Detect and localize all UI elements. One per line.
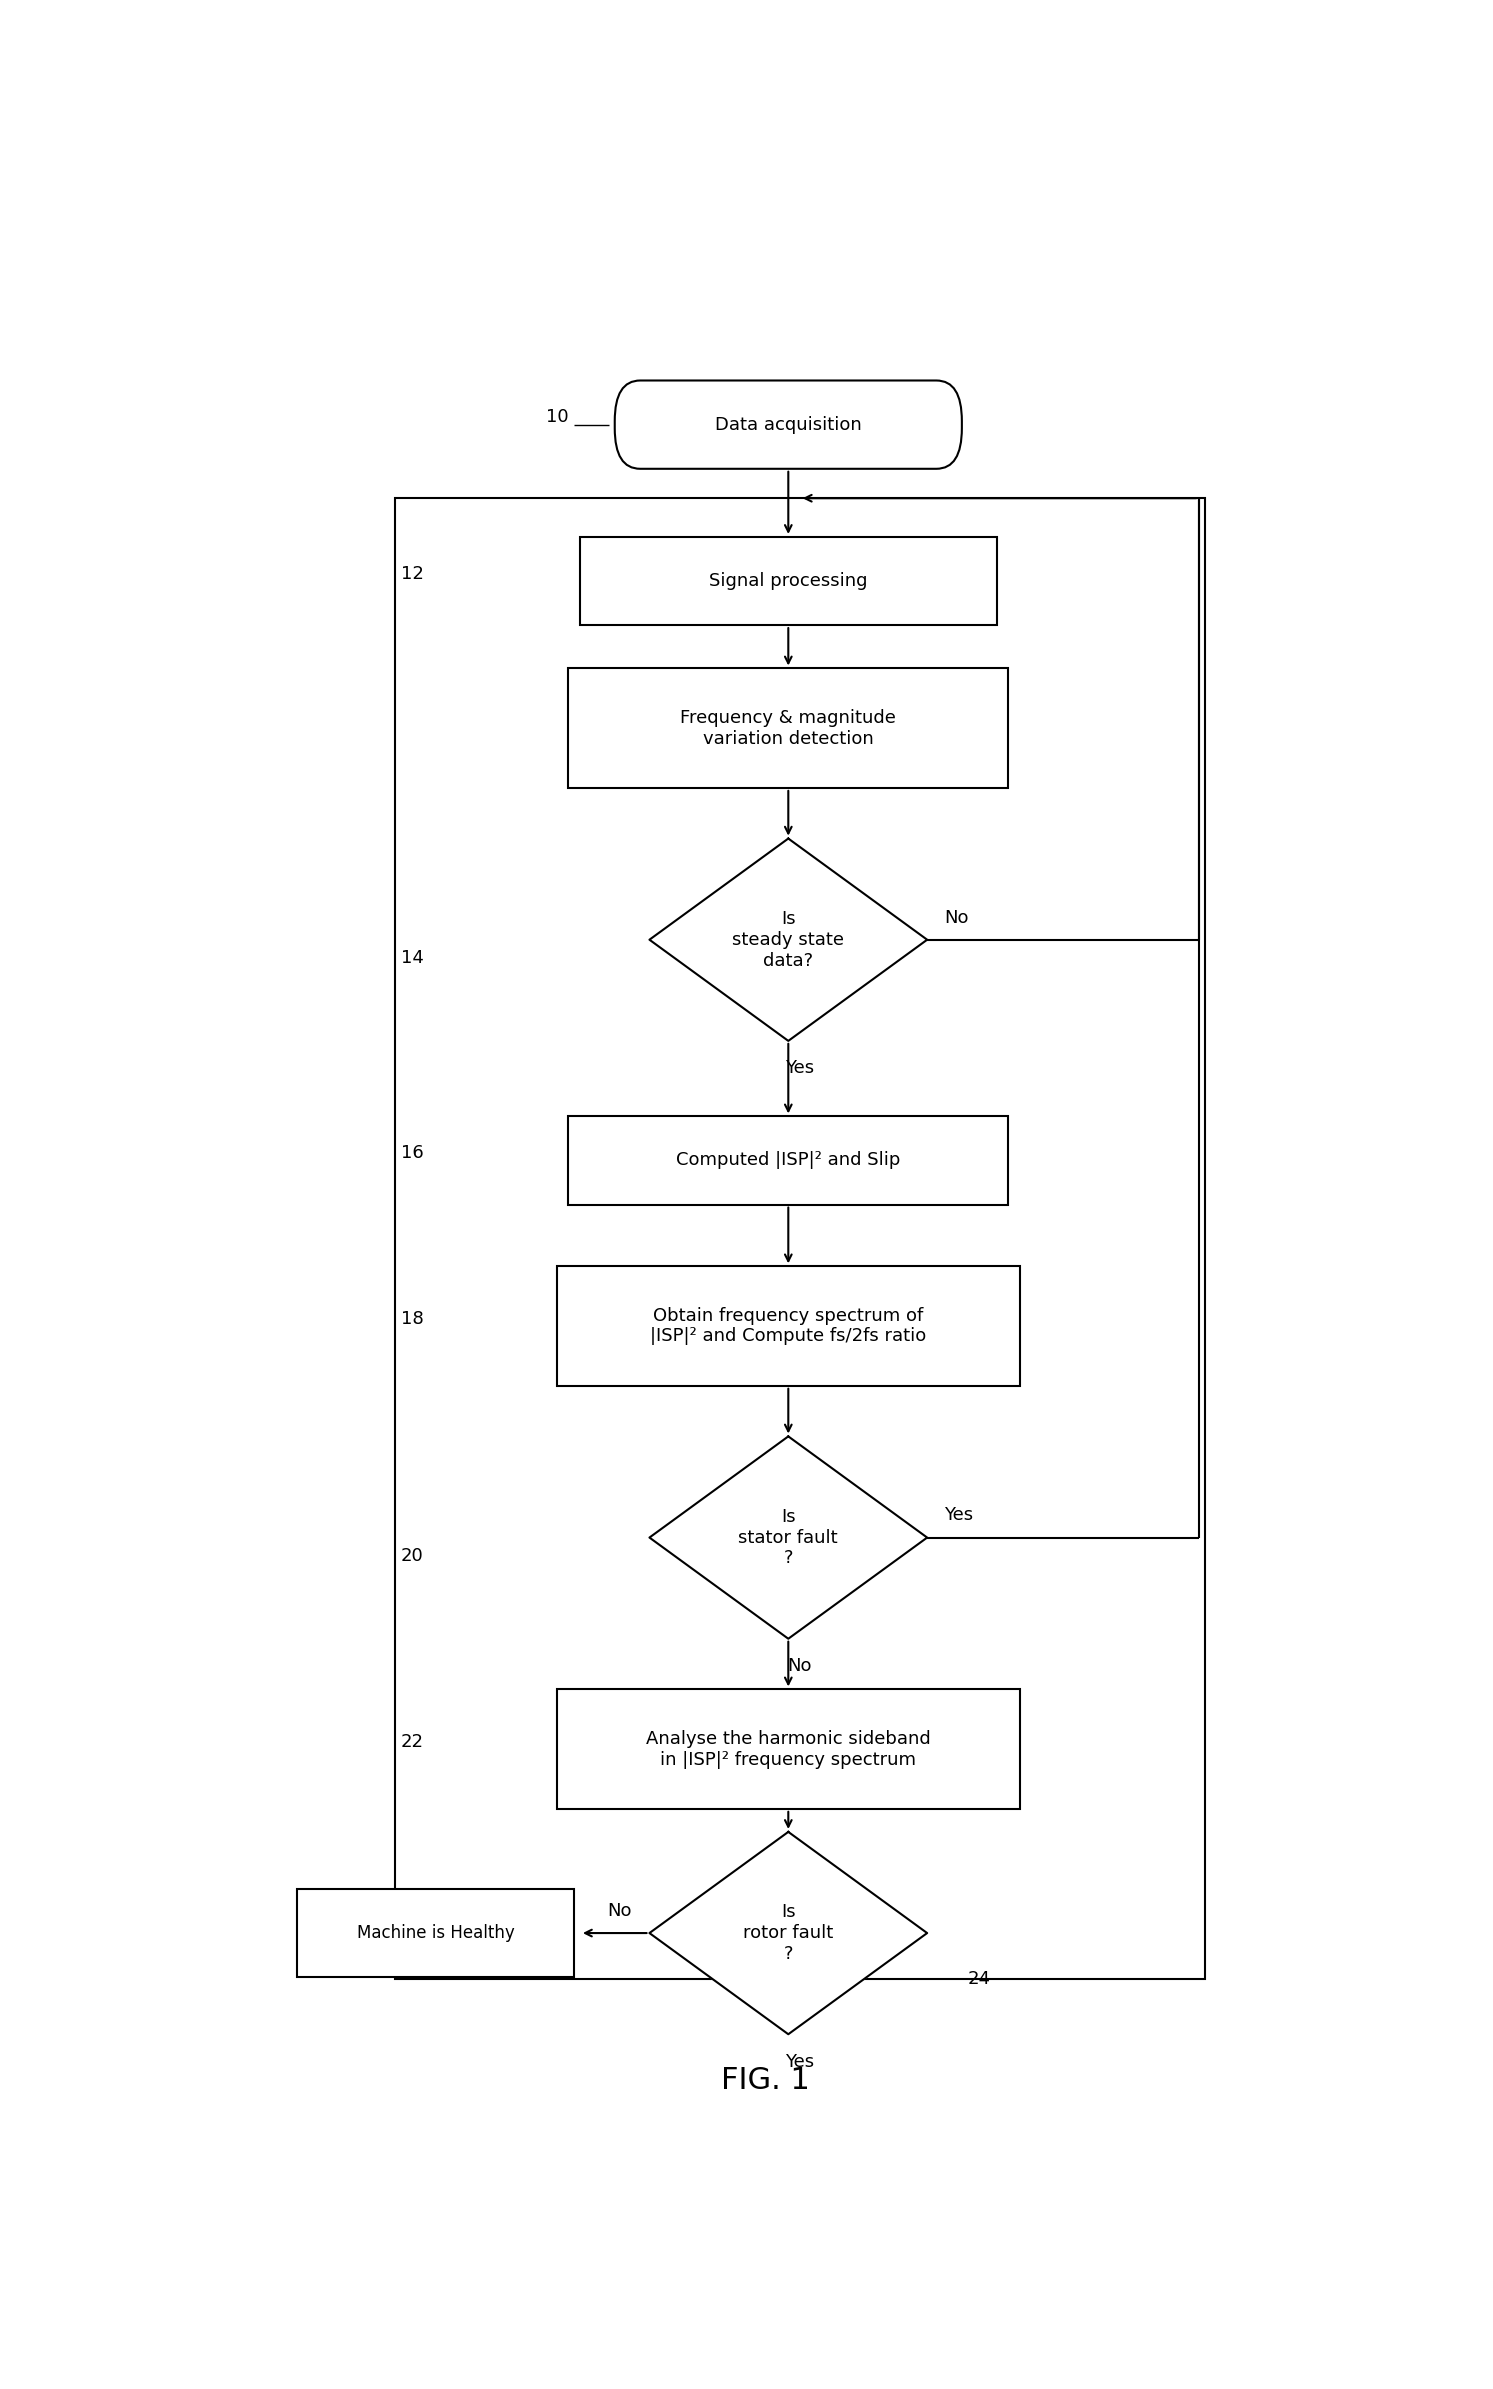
- Text: 24: 24: [967, 1971, 991, 1988]
- Text: Yes: Yes: [785, 1058, 815, 1077]
- Text: 10: 10: [546, 409, 569, 425]
- Bar: [557, 1689, 1020, 1808]
- Text: Machine is Healthy: Machine is Healthy: [357, 1923, 514, 1942]
- Bar: [569, 1116, 1008, 1204]
- Bar: [557, 1266, 1020, 1386]
- Text: No: No: [608, 1902, 632, 1921]
- Text: Frequency & magnitude
variation detection: Frequency & magnitude variation detectio…: [681, 710, 896, 748]
- Bar: [569, 669, 1008, 788]
- Text: Is
stator fault
?: Is stator fault ?: [739, 1507, 838, 1567]
- Polygon shape: [649, 1832, 927, 2035]
- Polygon shape: [649, 839, 927, 1042]
- Text: Yes: Yes: [945, 1507, 973, 1524]
- Bar: [394, 499, 1205, 1978]
- Text: Is
rotor fault
?: Is rotor fault ?: [744, 1904, 833, 1964]
- Text: 20: 20: [400, 1548, 424, 1565]
- Text: 14: 14: [400, 948, 424, 968]
- Text: Analyse the harmonic sideband
in |ISP|² frequency spectrum: Analyse the harmonic sideband in |ISP|² …: [646, 1730, 930, 1768]
- Text: 18: 18: [400, 1309, 424, 1328]
- Text: 16: 16: [400, 1144, 424, 1161]
- Text: No: No: [945, 908, 969, 927]
- Bar: [579, 538, 997, 626]
- Bar: [297, 1890, 575, 1978]
- Text: No: No: [788, 1658, 812, 1675]
- Text: 22: 22: [400, 1732, 424, 1751]
- Text: Computed |ISP|² and Slip: Computed |ISP|² and Slip: [676, 1151, 900, 1171]
- Text: Signal processing: Signal processing: [709, 571, 867, 590]
- Text: Is
steady state
data?: Is steady state data?: [732, 910, 845, 970]
- Text: Yes: Yes: [785, 2052, 815, 2071]
- Polygon shape: [649, 1436, 927, 1639]
- Text: Data acquisition: Data acquisition: [715, 416, 861, 435]
- Text: Obtain frequency spectrum of
|ISP|² and Compute fs/2fs ratio: Obtain frequency spectrum of |ISP|² and …: [649, 1307, 927, 1345]
- Text: FIG. 1: FIG. 1: [721, 2066, 809, 2095]
- FancyBboxPatch shape: [615, 380, 961, 468]
- Text: 12: 12: [400, 564, 424, 583]
